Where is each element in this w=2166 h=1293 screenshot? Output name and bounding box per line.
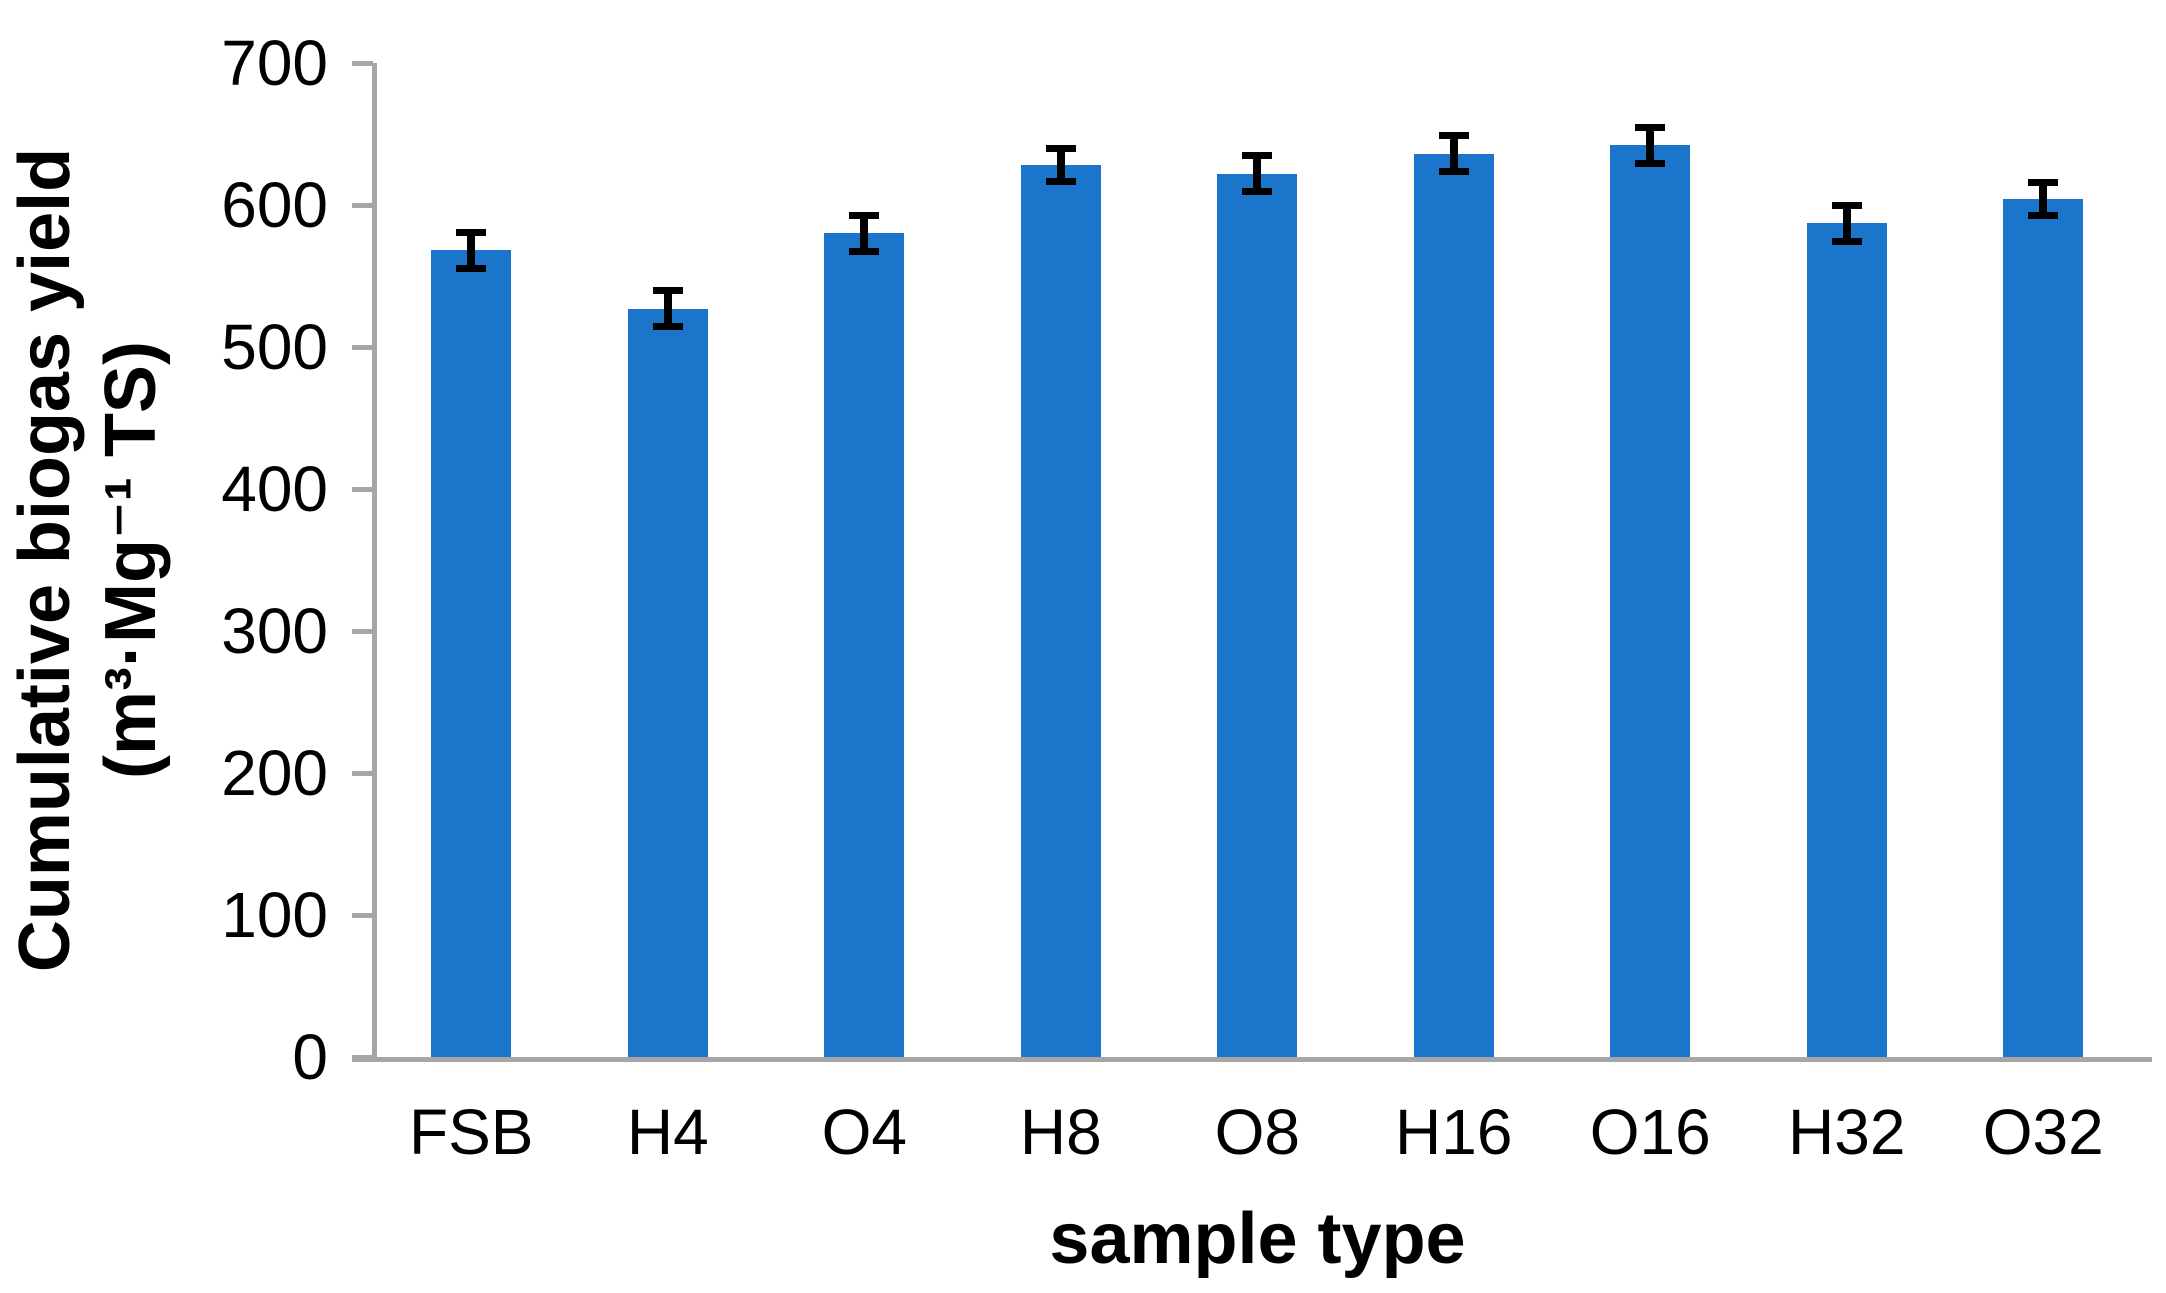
y-tick-mark: [352, 345, 373, 350]
error-bar-whisker-O16: [1646, 126, 1655, 164]
x-tick-label-H4: H4: [626, 1096, 709, 1168]
error-bar-cap-bottom-H32: [1831, 237, 1862, 245]
error-bar-cap-bottom-O32: [2028, 212, 2059, 220]
bar-H4: [627, 308, 708, 1057]
error-bar-cap-bottom-FSB: [456, 264, 487, 272]
y-tick-mark: [352, 629, 373, 634]
y-tick-mark: [352, 61, 373, 66]
error-bar-cap-bottom-H16: [1438, 168, 1469, 176]
y-axis-title: Cumulative biogas yield (m³·Mg⁻¹ TS): [2, 148, 174, 972]
bar-H16: [1413, 153, 1494, 1057]
error-bar-whisker-O8: [1253, 155, 1262, 193]
bar-O4: [824, 233, 905, 1057]
bar-O32: [2003, 199, 2084, 1057]
error-bar-cap-top-O16: [1635, 123, 1666, 131]
y-axis-title-line1: Cumulative biogas yield: [5, 147, 85, 973]
bar-O8: [1217, 173, 1298, 1057]
y-tick-mark: [352, 913, 373, 918]
error-bar-cap-bottom-O16: [1635, 159, 1666, 167]
x-tick-label-FSB: FSB: [409, 1096, 534, 1168]
bar-H8: [1020, 165, 1101, 1057]
y-tick-mark: [352, 487, 373, 492]
x-tick-label-O4: O4: [821, 1096, 907, 1168]
y-tick-mark: [352, 203, 373, 208]
error-bar-whisker-H4: [663, 290, 672, 328]
error-bar-cap-bottom-H4: [652, 323, 683, 331]
error-bar-cap-top-H32: [1831, 202, 1862, 209]
error-bar-cap-top-O8: [1242, 152, 1273, 160]
error-bar-cap-bottom-O8: [1242, 188, 1273, 196]
error-bar-cap-top-O32: [2028, 179, 2059, 187]
bar-O16: [1610, 145, 1691, 1057]
bar-FSB: [431, 250, 512, 1057]
y-axis-title-line2: (m³·Mg⁻¹ TS): [91, 341, 171, 779]
y-tick-label: 0: [292, 1021, 328, 1093]
y-tick-label: 700: [221, 27, 328, 99]
y-tick-label: 100: [221, 879, 328, 951]
error-bar-cap-top-H8: [1045, 145, 1076, 153]
y-tick-label: 300: [221, 595, 328, 667]
error-bar-whisker-FSB: [467, 231, 476, 269]
x-tick-label-H8: H8: [1019, 1096, 1102, 1168]
bar-H32: [1806, 223, 1887, 1057]
y-tick-label: 400: [221, 453, 328, 525]
y-axis-line: [372, 63, 377, 1062]
error-bar-cap-top-H16: [1438, 132, 1469, 140]
error-bar-whisker-H16: [1449, 135, 1458, 173]
error-bar-cap-top-O4: [849, 211, 880, 219]
error-bar-whisker-O32: [2039, 182, 2048, 217]
error-bar-cap-top-FSB: [456, 228, 487, 236]
error-bar-cap-bottom-H8: [1045, 178, 1076, 186]
y-tick-label: 500: [221, 311, 328, 383]
x-tick-label-H32: H32: [1788, 1096, 1906, 1168]
x-axis-title: sample type: [1049, 1199, 1466, 1279]
x-tick-label-O16: O16: [1589, 1096, 1711, 1168]
error-bar-cap-bottom-O4: [849, 247, 880, 255]
y-tick-mark: [352, 1055, 373, 1060]
x-tick-label-H16: H16: [1395, 1096, 1513, 1168]
y-tick-label: 200: [221, 737, 328, 809]
x-tick-label-O32: O32: [1982, 1096, 2104, 1168]
y-tick-label: 600: [221, 169, 328, 241]
x-axis-line: [352, 1057, 2152, 1062]
error-bar-whisker-H8: [1056, 148, 1065, 183]
y-tick-mark: [352, 771, 373, 776]
x-tick-label-O8: O8: [1214, 1096, 1300, 1168]
error-bar-whisker-H32: [1842, 205, 1851, 242]
error-bar-whisker-O4: [860, 214, 869, 252]
error-bar-cap-top-H4: [652, 287, 683, 295]
